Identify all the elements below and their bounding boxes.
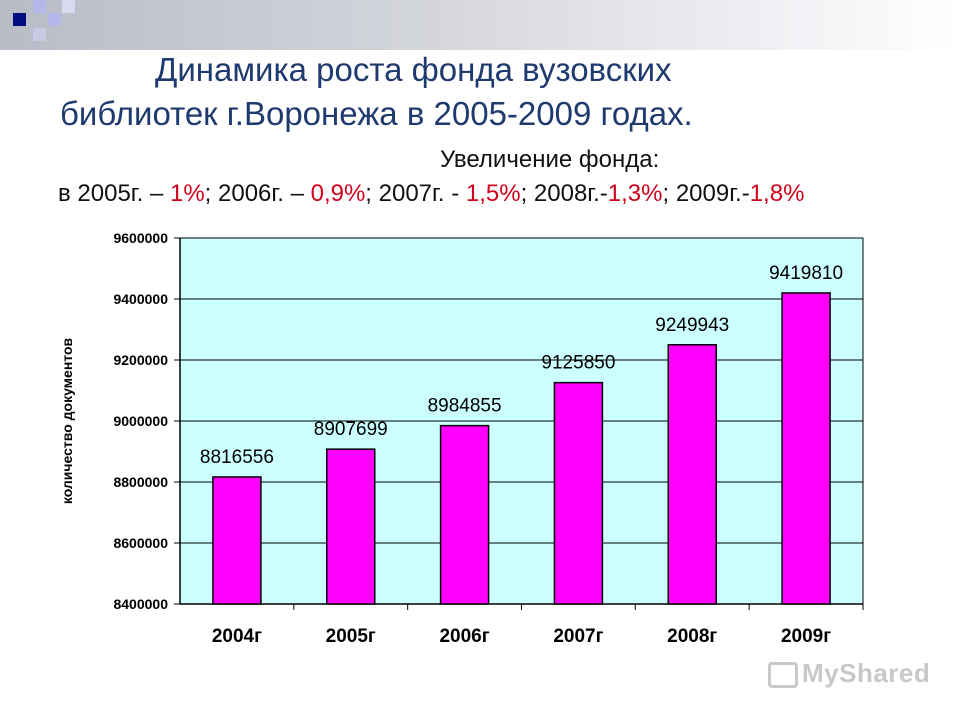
- x-tick-label: 2007г: [553, 626, 603, 647]
- data-label: 9249943: [655, 315, 729, 336]
- y-tick-label: 9400000: [113, 291, 168, 307]
- growth-separator-1: ;: [365, 180, 379, 207]
- decor-square: [33, 0, 46, 13]
- y-tick-label: 8400000: [113, 596, 168, 612]
- bar-2008г: [667, 344, 717, 605]
- title-line-2: библиотек г.Воронежа в 2005-2009 годах.: [60, 95, 693, 132]
- growth-year-0: в 2005г. –: [58, 180, 170, 207]
- data-label: 9125850: [541, 353, 615, 374]
- slide-title: Динамика роста фонда вузовских библиотек…: [60, 48, 920, 136]
- x-tick-label: 2005г: [326, 626, 376, 647]
- watermark-text: MyShared: [802, 658, 931, 688]
- bar-2005г: [326, 448, 376, 605]
- y-tick-label: 9600000: [113, 230, 168, 246]
- growth-separator-3: ;: [662, 180, 676, 207]
- y-tick-label: 8600000: [113, 535, 168, 551]
- growth-percent-1: 0,9%: [310, 180, 366, 207]
- y-axis-label: количество документов: [59, 337, 75, 504]
- growth-percent-2: 1,5%: [465, 180, 521, 207]
- decor-square: [62, 0, 75, 13]
- data-label: 9419810: [769, 263, 843, 284]
- bar-2004г: [212, 476, 262, 605]
- x-tick-label: 2004г: [212, 626, 262, 647]
- decor-square: [33, 28, 46, 41]
- y-tick-label: 8800000: [113, 474, 168, 490]
- subtitle: Увеличение фонда:: [440, 146, 660, 173]
- x-tick-label: 2006г: [439, 626, 489, 647]
- growth-year-1: 2006г. –: [218, 180, 311, 207]
- presentation-icon: [768, 662, 798, 689]
- growth-year-3: 2008г.-: [533, 180, 608, 207]
- bar-2007г: [553, 381, 604, 605]
- data-label: 8816556: [200, 447, 274, 468]
- growth-line: в 2005г. – 1%; 2006г. – 0,9%; 2007г. - 1…: [58, 180, 804, 208]
- x-tick-label: 2008г: [667, 626, 717, 647]
- growth-percent-3: 1,3%: [607, 180, 663, 207]
- title-line-1: Динамика роста фонда вузовских: [155, 51, 672, 88]
- data-label: 8984855: [428, 396, 502, 417]
- decor-square: [48, 13, 61, 26]
- bar-2006г: [439, 424, 490, 605]
- y-tick-label: 9000000: [113, 413, 168, 429]
- y-tick-label: 9200000: [113, 352, 168, 368]
- watermark: MyShared: [768, 658, 930, 689]
- growth-separator-0: ;: [204, 180, 219, 207]
- growth-percent-4: 1,8%: [749, 180, 805, 207]
- growth-separator-2: ;: [520, 180, 534, 207]
- bar-2009г: [781, 292, 831, 605]
- data-label: 8907699: [314, 419, 388, 440]
- growth-year-2: 2007г. -: [378, 180, 466, 207]
- growth-year-4: 2009г.-: [675, 180, 750, 207]
- x-tick-label: 2009г: [781, 626, 831, 647]
- decor-square: [13, 13, 26, 26]
- growth-percent-0: 1%: [169, 180, 205, 207]
- header-decoration: [0, 0, 960, 50]
